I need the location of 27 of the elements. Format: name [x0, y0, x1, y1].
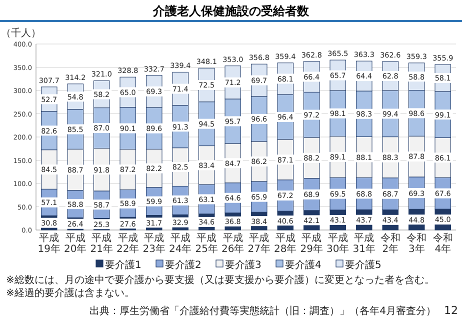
x-tick-label: 平成23年	[142, 232, 166, 255]
x-tick-label: 平成20年	[64, 232, 87, 255]
text: 12	[444, 304, 458, 317]
y-axis-title: （千人）	[1, 27, 41, 39]
legend-label: 要介護1	[105, 259, 142, 271]
x-tick-label: 平成28年	[274, 232, 297, 255]
x-tick-label: 平成24年	[169, 232, 192, 255]
x-tick-label: 平成31年	[352, 232, 376, 255]
text: ※総数には、月の途中で要介護から要支援（又は要支援から要介護）に変更となった者を含む。	[6, 274, 434, 286]
x-tick-label: 令和3年	[406, 232, 427, 255]
text: ※経過的要介護は含まない。	[6, 287, 134, 299]
x-tick-label: 平成27年	[248, 232, 270, 255]
x-tick-label: 令和2年	[380, 232, 400, 255]
x-tick-label: 令和4年	[432, 232, 453, 255]
x-tick-label: 平成26年	[222, 232, 244, 255]
x-tick-label: 平成19年	[38, 232, 60, 255]
x-tick-label: 平成25年	[195, 232, 218, 255]
legend-label: 要介護2	[165, 259, 202, 271]
x-tick-label: 平成30年	[326, 232, 350, 255]
x-tick-label: 平成21年	[90, 232, 113, 255]
source-note: 出典：厚生労働省「介護給付費等実態統計（旧：調査）」（各年4月審査分）	[90, 305, 436, 317]
legend-label: 要介護5	[345, 259, 382, 271]
x-tick-label: 平成22年	[116, 232, 140, 255]
chart-title: 介護老人保健施設の受給者数	[152, 4, 310, 18]
legend-label: 要介護4	[285, 259, 322, 271]
x-tick-label: 平成29年	[300, 232, 323, 255]
legend-label: 要介護3	[225, 259, 262, 271]
